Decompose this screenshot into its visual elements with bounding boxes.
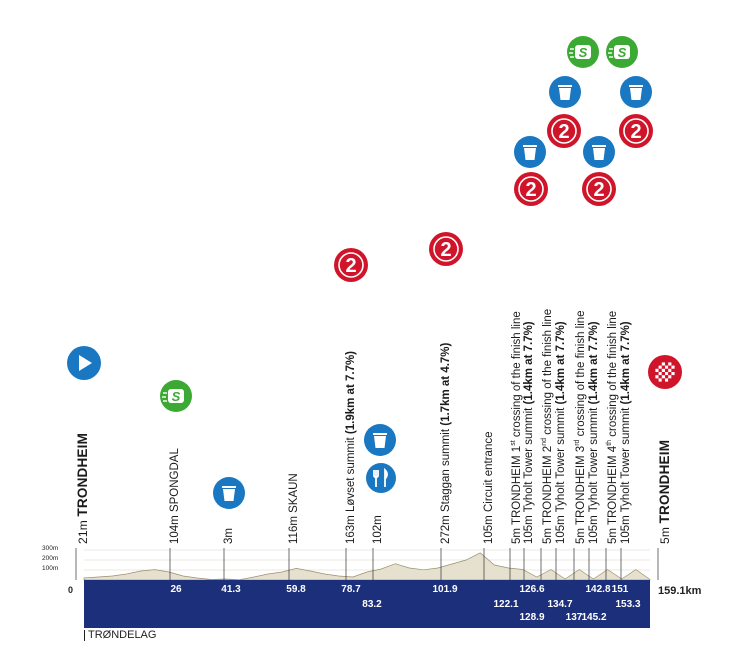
axis-zero: 0: [68, 585, 74, 595]
waypoint-skaun: 116m SKAUN: [288, 473, 300, 544]
waypoint-lovset: 163m Løvset summit (1.9km at 7.7%): [345, 350, 357, 544]
svg-text:S: S: [579, 45, 588, 60]
km-marker: 122.1: [493, 599, 519, 610]
region-label: TRØNDELAG: [84, 630, 156, 641]
kom-cat2-icon: 2: [582, 172, 616, 206]
km-marker: 151: [611, 584, 629, 595]
axis-label-300: 300m: [42, 545, 59, 552]
sprint-icon: S: [606, 36, 638, 68]
svg-text:2: 2: [593, 179, 604, 201]
km-marker: 153.3: [615, 599, 641, 610]
waypoint-lap4-tyholt: 105m Tyholt Tower summit (1.4km at 7.7%): [620, 321, 632, 544]
feed-zone-icon: [620, 76, 652, 108]
sprint-icon: S: [160, 380, 192, 412]
waypoint-102m: 102m: [372, 515, 384, 544]
waypoint-finish: 5m TRONDHEIM: [657, 439, 672, 544]
km-marker: 83.2: [362, 599, 382, 610]
waypoint-lap3-line: 5m TRONDHEIM 3rd crossing of the finish …: [574, 310, 587, 544]
km-marker: 78.7: [341, 584, 361, 595]
waypoint-lap2-line: 5m TRONDHEIM 2nd crossing of the finish …: [541, 308, 554, 544]
feed-zone-icon: [364, 424, 396, 456]
km-marker: 142.8: [585, 584, 611, 595]
km-marker: 101.9: [432, 584, 458, 595]
food-icon: [366, 463, 396, 493]
km-marker: 126.6: [519, 584, 545, 595]
feed-zone-icon: [549, 76, 581, 108]
km-marker: 41.3: [221, 584, 241, 595]
feed-zone-icon: [213, 477, 245, 509]
waypoint-start: 21m TRONDHEIM: [75, 432, 90, 544]
km-marker: 145.2: [581, 612, 607, 623]
waypoint-lap1-tyholt: 105m Tyholt Tower summit (1.4km at 7.7%): [523, 321, 535, 544]
feed-zone-icon: [514, 136, 546, 168]
sprint-icon: S: [567, 36, 599, 68]
kom-cat2-icon: 2: [429, 232, 463, 266]
waypoint-lap4-line: 5m TRONDHEIM 4th crossing of the finish …: [606, 310, 619, 544]
axis-label-200: 200m: [42, 555, 59, 562]
finish-flag-icon: [648, 355, 682, 389]
svg-text:S: S: [618, 45, 627, 60]
kom-cat2-icon: 2: [514, 172, 548, 206]
svg-text:2: 2: [558, 121, 569, 143]
km-marker: 59.8: [286, 584, 306, 595]
total-distance: 159.1km: [658, 585, 702, 597]
waypoint-circuit-entrance: 105m Circuit entrance: [483, 431, 495, 545]
svg-text:2: 2: [440, 239, 451, 261]
waypoint-lap2-tyholt: 105m Tyholt Tower summit (1.4km at 7.7%): [555, 321, 567, 544]
svg-text:2: 2: [525, 179, 536, 201]
kom-cat2-icon: 2: [547, 114, 581, 148]
feed-zone-icon: [583, 136, 615, 168]
kom-cat2-icon: 2: [619, 114, 653, 148]
km-marker: 26: [170, 584, 182, 595]
svg-text:S: S: [172, 389, 181, 404]
waypoint-3m: 3m: [223, 528, 235, 544]
km-marker: 137: [565, 612, 583, 623]
kom-cat2-icon: 2: [334, 248, 368, 282]
km-marker: 128.9: [519, 612, 545, 623]
waypoint-lap1-line: 5m TRONDHEIM 1st crossing of the finish …: [510, 311, 523, 544]
svg-text:2: 2: [345, 255, 356, 277]
start-play-icon: [67, 346, 101, 380]
waypoint-spongdal: 104m SPONGDAL: [169, 448, 181, 544]
waypoint-lap3-tyholt: 105m Tyholt Tower summit (1.4km at 7.7%): [588, 321, 600, 544]
elevation-terrain: [83, 552, 651, 581]
axis-label-100: 100m: [42, 565, 59, 572]
distance-bar: [84, 580, 650, 628]
svg-text:2: 2: [630, 121, 641, 143]
waypoint-staggan: 272m Staggan summit (1.7km at 4.7%): [440, 342, 452, 544]
km-marker: 134.7: [547, 599, 573, 610]
